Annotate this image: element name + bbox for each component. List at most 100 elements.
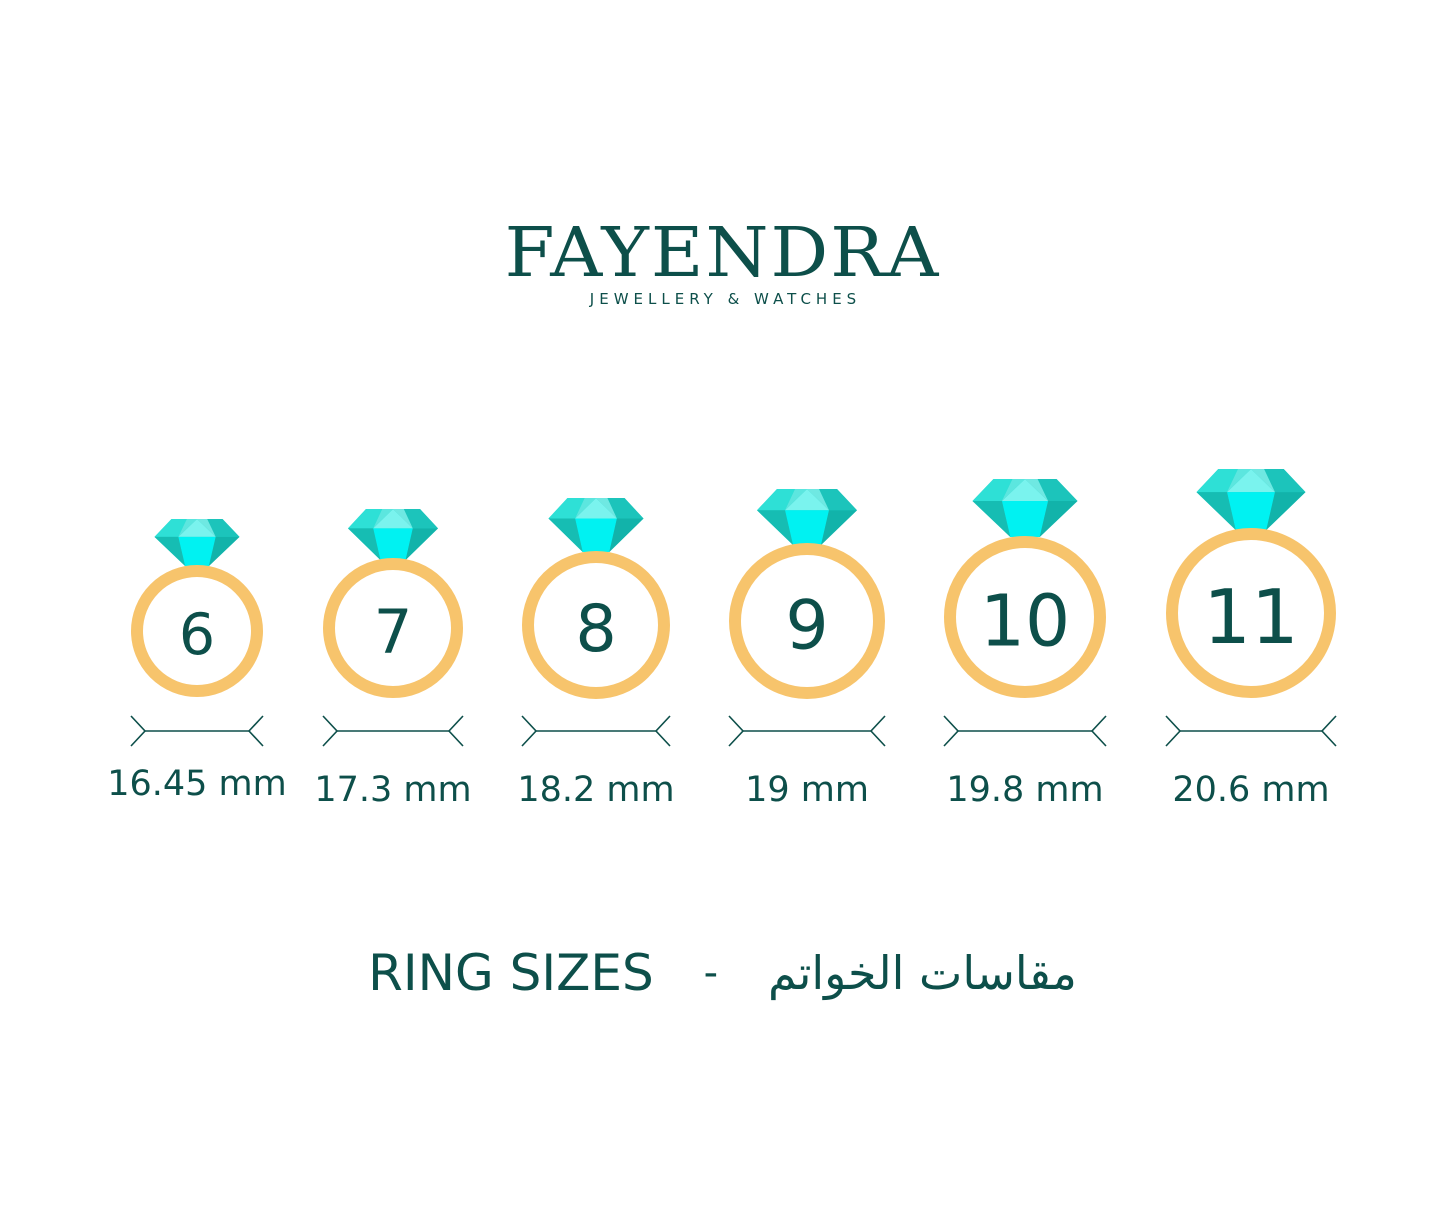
arrow-left-icon <box>130 715 147 747</box>
arrow-left-icon <box>1165 715 1182 747</box>
ring-size-number: 6 <box>179 602 215 668</box>
gem-facet <box>348 528 381 560</box>
arrow-right-icon <box>447 715 464 747</box>
gem-facet <box>373 509 393 529</box>
ring-diameter-label: 16.45 mm <box>107 764 287 804</box>
gem-facet <box>575 518 617 552</box>
diameter-line <box>943 715 1107 747</box>
ring-size-9: 9 19 mm <box>728 489 886 810</box>
diameter-line <box>322 715 464 747</box>
title-separator: - <box>703 949 719 996</box>
gem-facet <box>373 528 413 560</box>
arrow-right-icon <box>247 715 264 747</box>
gem-facet <box>178 519 216 537</box>
ring-diameter-label: 19.8 mm <box>946 770 1103 810</box>
arrow-left-icon <box>322 715 339 747</box>
arrow-left-icon <box>728 715 745 747</box>
gem-facet <box>178 536 216 566</box>
gem-facet <box>785 489 807 511</box>
gem-facet <box>972 501 1011 537</box>
gem-facet <box>154 519 187 537</box>
diameter-line <box>130 715 264 747</box>
ring-diameter-label: 18.2 mm <box>517 770 674 810</box>
gem-facet <box>548 518 583 552</box>
ring-size-number: 8 <box>575 592 616 667</box>
ring-size-number: 7 <box>374 596 413 667</box>
gem-facet <box>757 510 793 545</box>
ring-size-number: 11 <box>1203 573 1298 661</box>
gem-facet <box>1001 501 1049 537</box>
gem-facet <box>807 489 829 511</box>
diamond-icon <box>972 479 1078 537</box>
ring-size-number: 10 <box>980 580 1070 663</box>
diameter-line <box>1165 715 1337 747</box>
gem-facet <box>1227 469 1251 493</box>
ring-size-11: 11 20.6 mm <box>1165 469 1337 810</box>
gem-facet <box>403 509 438 529</box>
gem-facet <box>1264 469 1306 493</box>
diamond-icon <box>1196 469 1306 530</box>
ring-band <box>131 565 263 697</box>
gem-facet <box>154 536 186 566</box>
gem-facet <box>548 498 585 519</box>
ring-band <box>729 543 885 699</box>
ring-size-number: 9 <box>785 586 828 665</box>
ring-band <box>944 536 1106 698</box>
ring-size-10: 10 19.8 mm <box>943 479 1107 810</box>
gem-facet <box>1196 469 1238 493</box>
gem-facet <box>197 519 216 537</box>
gem-facet <box>575 498 617 519</box>
gem-facet <box>1227 492 1275 530</box>
ring-size-8: 8 18.2 mm <box>517 498 675 810</box>
gem-facet <box>821 510 857 545</box>
ring-band <box>522 551 670 699</box>
gem-facet <box>1251 469 1275 493</box>
arrow-left-icon <box>521 715 538 747</box>
gem-facet <box>972 479 1013 502</box>
gem-facet <box>348 509 383 529</box>
ring-size-6: 6 16.45 mm <box>107 519 287 804</box>
diamond-icon <box>757 489 857 545</box>
gem-facet <box>373 509 413 529</box>
ring-size-7: 7 17.3 mm <box>314 509 472 810</box>
ring-band <box>1166 528 1336 698</box>
brand-name: FAYENDRA <box>504 212 941 292</box>
gem-facet <box>575 498 596 519</box>
diamond-icon <box>154 519 240 566</box>
gem-facet <box>757 489 795 511</box>
gem-facet <box>1227 469 1275 493</box>
gem-facet <box>1001 479 1049 502</box>
gem-facet <box>178 519 197 537</box>
gem-facet <box>819 489 857 511</box>
gem-facet <box>785 510 829 545</box>
gem-facet <box>1039 501 1078 537</box>
ring-diameter-label: 19 mm <box>745 770 869 810</box>
ring-diameter-label: 17.3 mm <box>314 770 471 810</box>
gem-facet <box>393 509 413 529</box>
arrow-right-icon <box>869 715 886 747</box>
gem-facet <box>1196 492 1236 530</box>
title-arabic: مقاسات الخواتم <box>767 945 1077 1000</box>
title-english: RING SIZES <box>368 943 654 1002</box>
ring-band <box>323 558 463 698</box>
gem-facet <box>405 528 438 560</box>
diameter-line <box>728 715 886 747</box>
gem-facet <box>1266 492 1306 530</box>
brand-logo: FAYENDRA JEWELLERY & WATCHES <box>0 212 1445 308</box>
gem-facet <box>785 489 829 511</box>
brand-tagline: JEWELLERY & WATCHES <box>589 290 862 308</box>
arrow-left-icon <box>943 715 960 747</box>
diamond-icon <box>548 498 644 552</box>
ring-diameter-label: 20.6 mm <box>1172 770 1329 810</box>
gem-facet <box>1001 479 1025 502</box>
gem-facet <box>609 518 644 552</box>
arrow-right-icon <box>1090 715 1107 747</box>
gem-facet <box>596 498 617 519</box>
gem-facet <box>607 498 644 519</box>
gem-facet <box>1037 479 1078 502</box>
diameter-line <box>521 715 671 747</box>
arrow-right-icon <box>654 715 671 747</box>
gem-facet <box>207 519 240 537</box>
arrow-right-icon <box>1320 715 1337 747</box>
